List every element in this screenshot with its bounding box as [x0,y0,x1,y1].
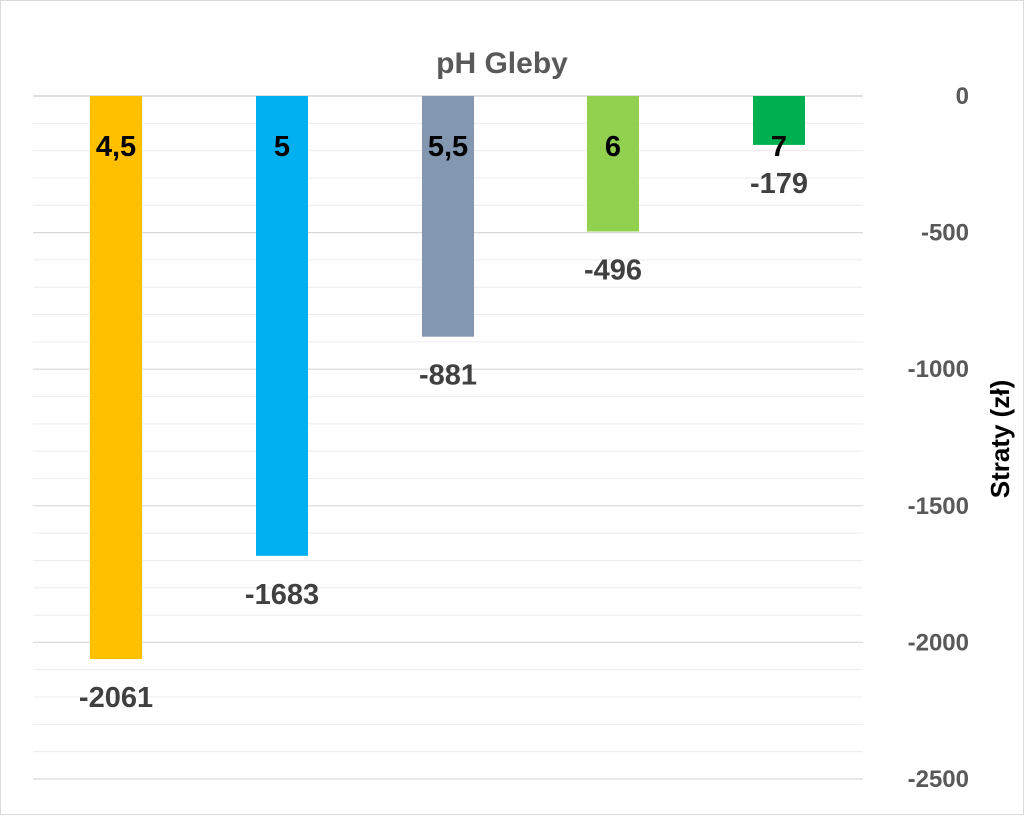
category-label: 6 [605,131,621,163]
y-tick-label: -500 [921,220,969,247]
category-label: 4,5 [96,131,136,163]
data-label: -1683 [245,579,319,611]
category-labels: 4,5 5 5,5 6 7 [96,131,787,163]
y-axis-label: Straty (zł) [985,380,1015,498]
data-label: -881 [419,360,477,392]
data-labels: -2061 -1683 -881 -496 -179 [79,168,808,714]
bar [256,96,308,556]
bars [90,96,805,660]
y-tick-label: 0 [956,83,969,110]
y-tick-label: -1000 [908,356,969,383]
bar [90,96,142,660]
category-label: 5,5 [428,131,468,163]
bar [753,96,805,145]
data-label: -496 [584,255,642,287]
gridlines [33,95,863,780]
y-axis-ticks: 0 -500 -1000 -1500 -2000 -2500 [908,83,969,793]
data-label: -179 [750,168,808,200]
y-tick-label: -2000 [908,629,969,656]
y-tick-label: -2500 [908,766,969,793]
chart-title: pH Gleby [436,47,568,80]
data-label: -2061 [79,682,153,714]
bar [422,96,474,337]
category-label: 5 [274,131,290,163]
y-tick-label: -1500 [908,493,969,520]
bar [587,96,639,232]
category-label: 7 [771,131,787,163]
